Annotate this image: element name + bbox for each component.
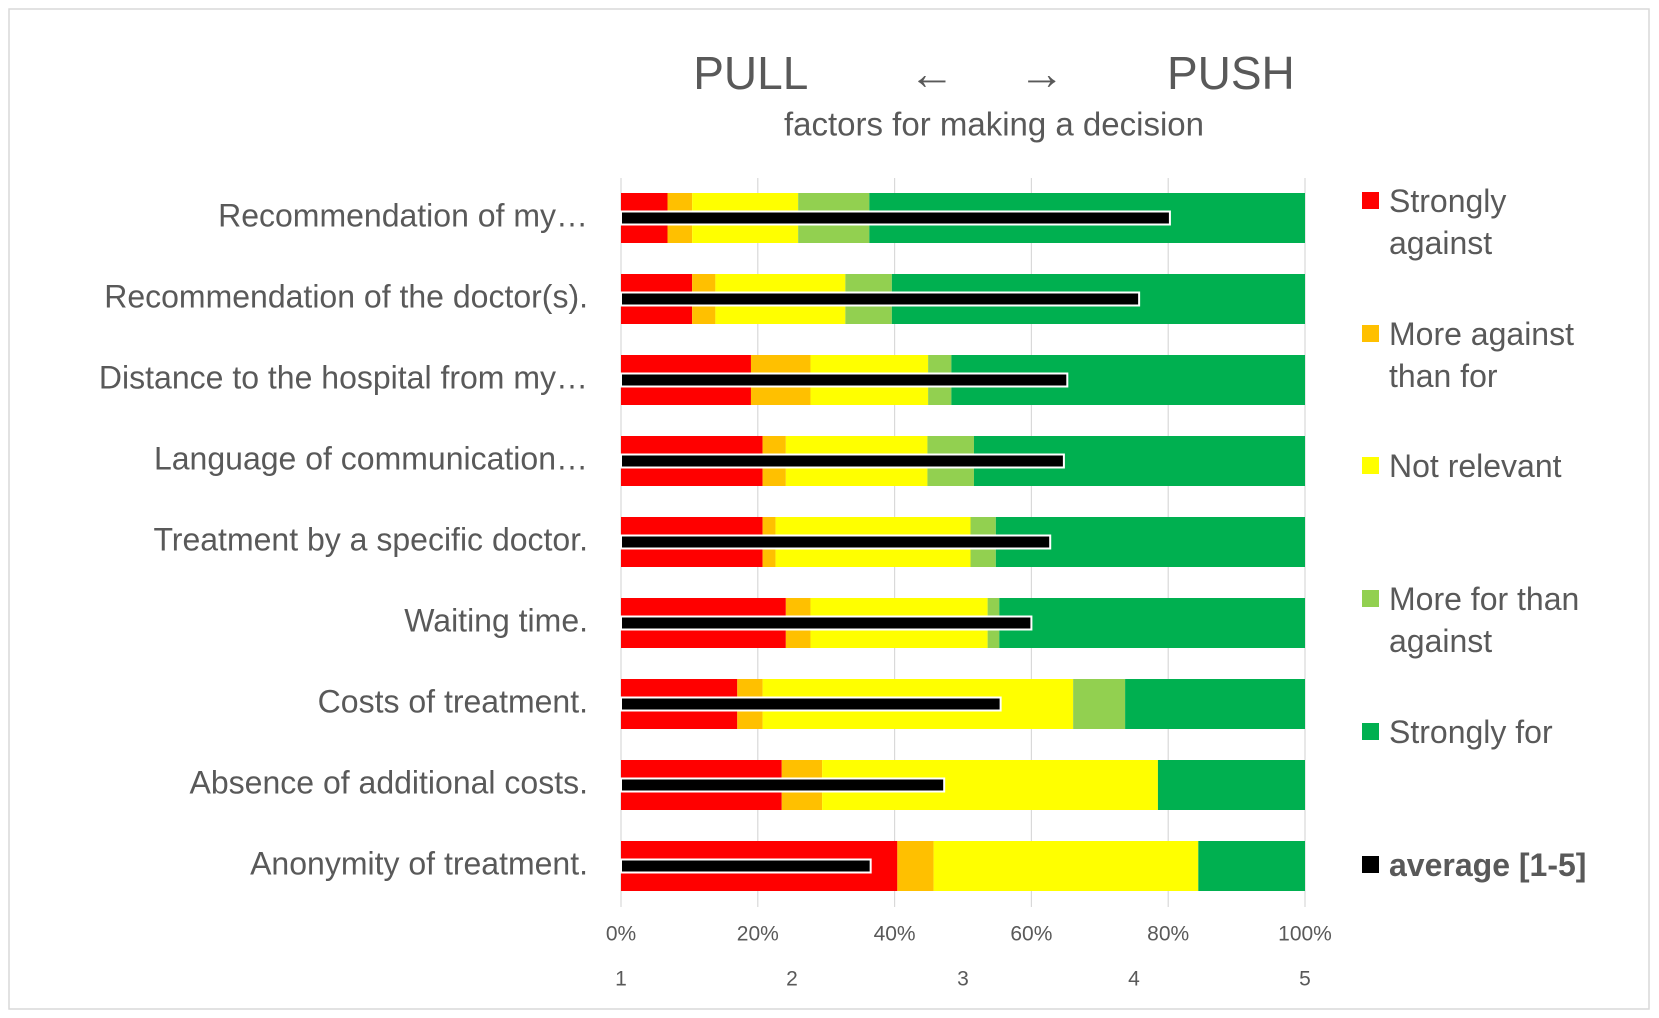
legend-label: Not relevant [1389, 448, 1562, 485]
legend-label: Strongly against [1389, 183, 1507, 261]
bar-segment [897, 841, 934, 891]
average-bar [620, 696, 1002, 712]
chart-title: PULL ← → PUSH [693, 47, 1295, 99]
y-tick-label: Recommendation of my… [218, 197, 588, 233]
legend-swatch [1362, 722, 1379, 740]
y-tick-label: Waiting time. [404, 602, 588, 638]
x-tick-label: 100% [1278, 923, 1332, 946]
x2-tick-label: 4 [1128, 968, 1140, 991]
average-bar [620, 453, 1065, 469]
legend-swatch [1362, 855, 1379, 873]
bar-segment [933, 841, 1199, 891]
bar-segment [1157, 760, 1305, 810]
y-tick-label: Anonymity of treatment. [250, 845, 588, 881]
x2-tick-label: 2 [786, 968, 798, 991]
bar-segment [999, 598, 1305, 648]
legend-label: Strongly for [1389, 713, 1553, 750]
legend-label: More for than against [1389, 581, 1580, 660]
frame [8, 8, 1650, 1010]
y-tick-label: Language of communication… [154, 440, 588, 476]
y-tick-label: Costs of treatment. [318, 683, 588, 719]
bar-segment [1125, 679, 1305, 729]
legend-item: More for than against [1362, 578, 1614, 662]
chart-subtitle: factors for making a decision [784, 106, 1204, 143]
x-tick-label: 60% [1010, 923, 1052, 946]
legend-item: Strongly for [1362, 711, 1553, 753]
legend-item: More against than for [1362, 313, 1614, 397]
legend-swatch [1362, 457, 1379, 475]
x-tick-label: 80% [1147, 923, 1189, 946]
average-bar [620, 291, 1141, 307]
average-bar [620, 777, 946, 793]
y-tick-label: Treatment by a specific doctor. [153, 521, 588, 557]
legend-item: average [1-5] [1362, 844, 1586, 886]
legend-swatch [1362, 590, 1379, 608]
average-bar [620, 372, 1069, 388]
x2-tick-label: 1 [615, 968, 627, 991]
average-bar [620, 858, 872, 874]
legend-swatch [1362, 324, 1379, 342]
x-tick-label: 40% [874, 923, 916, 946]
y-tick-label: Recommendation of the doctor(s). [104, 278, 588, 314]
bar-segment [1198, 841, 1305, 891]
x2-tick-label: 3 [957, 968, 969, 991]
x-tick-label: 20% [737, 923, 779, 946]
legend-swatch [1362, 192, 1379, 209]
legend-label: average [1-5] [1389, 846, 1587, 883]
legend-item: Not relevant [1362, 445, 1562, 487]
average-bar [620, 615, 1033, 631]
legend-label: More against than for [1389, 315, 1574, 394]
x2-tick-label: 5 [1299, 968, 1311, 991]
average-bar [620, 534, 1052, 550]
bar-segment [1073, 679, 1126, 729]
y-tick-label: Distance to the hospital from my… [99, 359, 588, 395]
average-bar [620, 210, 1171, 226]
legend-item: Strongly against [1362, 180, 1614, 264]
x-tick-label: 0% [606, 923, 636, 946]
y-tick-label: Absence of additional costs. [190, 764, 588, 800]
